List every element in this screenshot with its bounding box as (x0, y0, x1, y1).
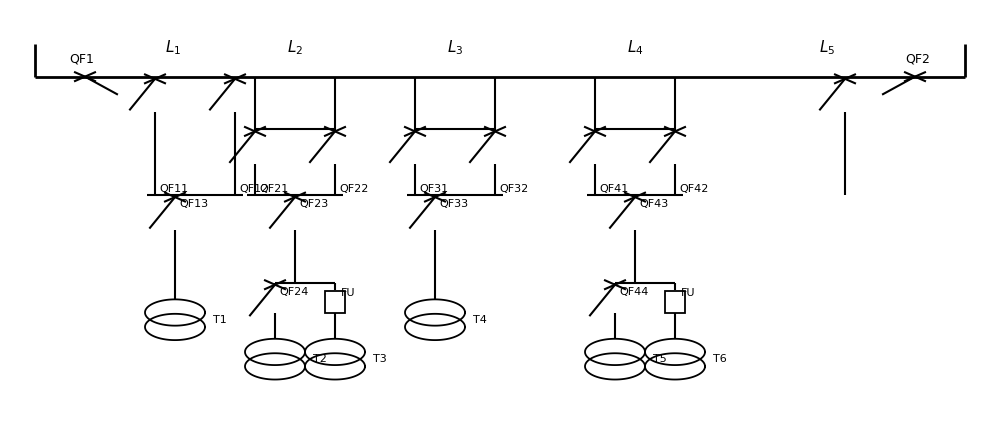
Text: QF11: QF11 (159, 184, 188, 194)
Text: T5: T5 (653, 354, 667, 364)
Text: QF43: QF43 (639, 199, 668, 209)
Text: QF21: QF21 (259, 184, 288, 194)
Text: QF12: QF12 (239, 184, 268, 194)
Text: QF1: QF1 (70, 53, 94, 66)
Text: QF22: QF22 (339, 184, 368, 194)
Text: QF42: QF42 (679, 184, 708, 194)
Text: QF31: QF31 (419, 184, 448, 194)
Text: T3: T3 (373, 354, 387, 364)
Text: QF2: QF2 (906, 53, 930, 66)
Text: FU: FU (681, 288, 696, 298)
Text: $L_4$: $L_4$ (627, 38, 643, 57)
Text: T4: T4 (473, 315, 487, 325)
Text: QF32: QF32 (499, 184, 528, 194)
Text: QF24: QF24 (279, 287, 308, 297)
Text: $L_5$: $L_5$ (819, 38, 835, 57)
Text: $L_3$: $L_3$ (447, 38, 463, 57)
Text: QF23: QF23 (299, 199, 328, 209)
Text: QF13: QF13 (179, 199, 208, 209)
Text: $L_1$: $L_1$ (165, 38, 181, 57)
Text: T6: T6 (713, 354, 727, 364)
Text: FU: FU (341, 288, 356, 298)
Text: T1: T1 (213, 315, 227, 325)
Text: QF44: QF44 (619, 287, 648, 297)
Text: QF41: QF41 (599, 184, 628, 194)
Bar (665, 291, 685, 313)
Bar (325, 291, 345, 313)
Text: T2: T2 (313, 354, 327, 364)
Text: $L_2$: $L_2$ (287, 38, 303, 57)
Text: QF33: QF33 (439, 199, 468, 209)
